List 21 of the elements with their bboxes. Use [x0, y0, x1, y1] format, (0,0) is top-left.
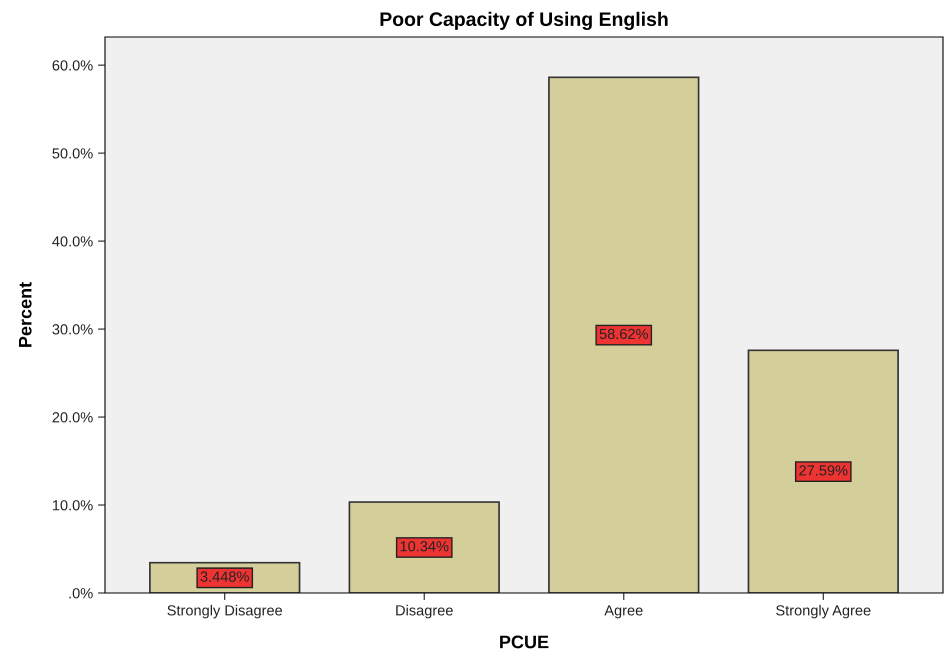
- bar: [748, 349, 899, 593]
- chart-title: Poor Capacity of Using English: [380, 12, 668, 30]
- y-tick-label: 10.0%: [52, 500, 93, 510]
- x-tick-label: Disagree: [396, 604, 453, 618]
- y-tick-label: 40.0%: [52, 236, 93, 247]
- y-axis-title: Percent: [19, 282, 32, 347]
- bar: [348, 501, 500, 593]
- data-label: 3.448%: [200, 571, 249, 582]
- y-tick-label: 30.0%: [52, 324, 93, 335]
- x-axis-title: PCUE: [500, 636, 548, 648]
- data-label: 10.34%: [400, 541, 448, 552]
- data-label: 27.59%: [799, 465, 848, 476]
- y-tick-label: 20.0%: [52, 412, 93, 422]
- y-tick-label: 50.0%: [52, 148, 93, 159]
- x-tick-label: Agree: [604, 605, 643, 618]
- bar: [548, 76, 700, 593]
- x-tick-label: Strongly Disagree: [167, 604, 282, 618]
- y-tick-label: .0%: [69, 588, 93, 598]
- y-tick-label: 60.0%: [52, 60, 93, 71]
- data-label: 58.62%: [600, 328, 648, 340]
- x-tick-label: Strongly Agree: [776, 604, 870, 618]
